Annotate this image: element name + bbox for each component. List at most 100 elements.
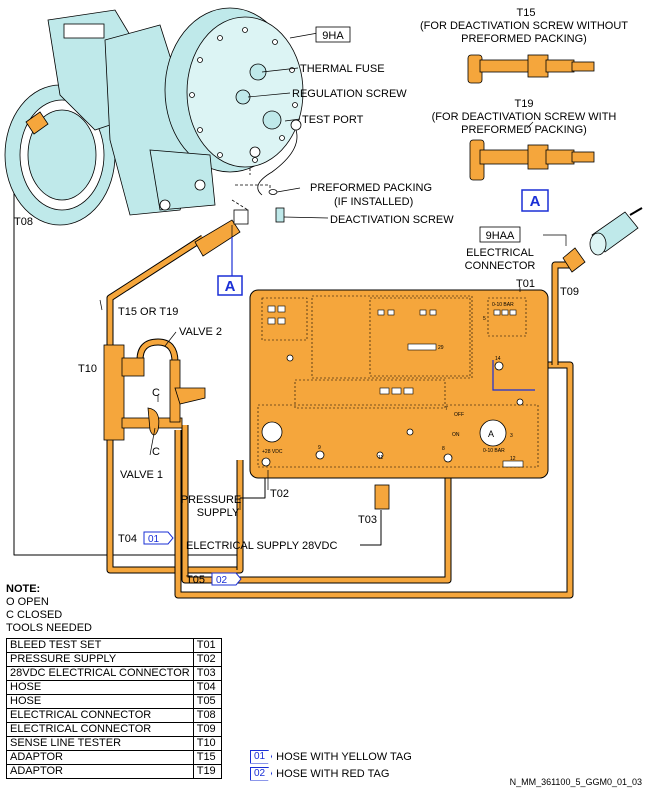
t02-label: T02 — [270, 488, 289, 500]
tag2-label: 02 — [216, 575, 228, 586]
tool-code: T04 — [192, 680, 222, 695]
pressure-supply-label-1: PRESSURE — [181, 494, 242, 506]
tool-code: T03 — [192, 666, 222, 681]
preformed-packing-note: (IF INSTALLED) — [334, 196, 413, 208]
valve2-label: VALVE 2 — [179, 326, 222, 338]
legend-tag: 02 — [250, 766, 273, 781]
table-row: 28VDC ELECTRICAL CONNECTOR T03 — [6, 666, 222, 681]
ref-box-9haa: 9HAA — [479, 226, 521, 243]
tool-name: ADAPTOR — [6, 750, 194, 765]
tool-name: HOSE — [6, 694, 194, 709]
elec-supply-label: ELECTRICAL SUPPLY 28VDC — [186, 540, 337, 552]
t10-label: T10 — [78, 363, 97, 375]
t03-label: T03 — [358, 514, 377, 526]
thermal-fuse-label: THERMAL FUSE — [300, 63, 385, 75]
tool-code: T05 — [192, 694, 222, 709]
sense-line-tester — [103, 338, 206, 441]
callouts: THERMAL FUSE REGULATION SCREW TEST PORT … — [14, 7, 628, 586]
conn-ref-label: 9HAA — [486, 230, 515, 242]
panel-n14: 14 — [495, 356, 501, 362]
legend-row: 02 HOSE WITH RED TAG — [250, 765, 412, 782]
drawing-reference: N_MM_361100_5_GGM0_01_03 — [509, 777, 642, 787]
tool-code: T10 — [192, 736, 222, 751]
detail-a-label-top: A — [530, 193, 541, 210]
test-port-label: TEST PORT — [302, 114, 364, 126]
tool-code: T15 — [192, 750, 222, 765]
panel-n3: 3 — [510, 433, 513, 439]
t01-label: T01 — [516, 278, 535, 290]
ref-box-9ha: 9HA — [315, 26, 351, 43]
tools-table: BLEED TEST SET T01 PRESSURE SUPPLY T02 28V… — [6, 638, 222, 779]
tool-name: ELECTRICAL CONNECTOR — [6, 708, 194, 723]
bleed-test-set-panel: 0-10 BAR 0-10 BAR A OFF ON 7 8 9 11 12 1… — [249, 289, 549, 479]
adaptor-t15 — [467, 54, 595, 84]
compressor-unit — [4, 7, 304, 226]
table-row: ADAPTOR T15 — [6, 750, 222, 765]
panel-n9: 9 — [318, 445, 321, 451]
legend-text: HOSE WITH YELLOW TAG — [276, 750, 412, 763]
preformed-packing-label: PREFORMED PACKING — [310, 182, 432, 194]
panel-n11: 11 — [378, 455, 383, 461]
panel-n12: 12 — [510, 456, 516, 462]
tool-code: T19 — [192, 764, 222, 779]
panel-28vdc: +28 VDC — [262, 449, 283, 455]
t15-desc-1: (FOR DEACTIVATION SCREW WITHOUT — [420, 20, 628, 32]
detail-a-box-left: A — [217, 275, 243, 296]
elec-conn-label-2: CONNECTOR — [465, 260, 536, 272]
t19-desc-2: PREFORMED PACKING) — [461, 124, 587, 136]
t03-connector — [374, 484, 390, 510]
notes-title: NOTE: — [6, 583, 41, 595]
hose-tag-legend: 01 HOSE WITH YELLOW TAG 02 HOSE WITH RED… — [250, 748, 412, 782]
panel-off: OFF — [454, 412, 464, 418]
pressure-supply-label-2: SUPPLY — [197, 507, 240, 519]
hoses — [13, 130, 574, 599]
table-row: PRESSURE SUPPLY T02 — [6, 652, 222, 667]
diagram-tag-02: 02 — [211, 572, 242, 586]
tool-name: ELECTRICAL CONNECTOR — [6, 722, 194, 737]
t05-label: T05 — [186, 574, 205, 586]
deactivation-screw-label: DEACTIVATION SCREW — [330, 214, 454, 226]
detail-a-box-top: A — [521, 189, 549, 212]
legend-text: HOSE WITH RED TAG — [276, 767, 390, 780]
t04-label: T04 — [118, 533, 137, 545]
table-row: ADAPTOR T19 — [6, 764, 222, 779]
table-row: HOSE T05 — [6, 694, 222, 709]
tool-name: SENSE LINE TESTER — [6, 736, 194, 751]
regulation-screw-label: REGULATION SCREW — [292, 88, 407, 100]
tool-code: T08 — [192, 708, 222, 723]
tag1-label: 01 — [148, 534, 160, 545]
comp-ref-label: 9HA — [322, 30, 344, 42]
valve1-label: VALVE 1 — [120, 469, 163, 481]
panel-range-1: 0-10 BAR — [492, 302, 514, 308]
tool-name: BLEED TEST SET — [6, 638, 194, 653]
panel-labels: 0-10 BAR 0-10 BAR A OFF ON 7 8 9 11 12 1… — [262, 302, 516, 462]
valve1-closed-label: C — [152, 446, 160, 458]
tool-code: T01 — [192, 638, 222, 653]
legend-row: 01 HOSE WITH YELLOW TAG — [250, 748, 412, 765]
legend-tag: 01 — [250, 749, 273, 764]
panel-n8: 8 — [442, 446, 445, 452]
valve2-closed-label: C — [152, 387, 160, 399]
electrical-connector-9haa — [562, 207, 643, 273]
tool-code: T02 — [192, 652, 222, 667]
tool-name: HOSE — [6, 680, 194, 695]
panel-n29: 29 — [438, 345, 444, 351]
elec-conn-label-1: ELECTRICAL — [466, 247, 534, 259]
panel-on: ON — [452, 432, 460, 438]
table-row: HOSE T04 — [6, 680, 222, 695]
t15-desc-2: PREFORMED PACKING) — [461, 33, 587, 45]
table-row: ELECTRICAL CONNECTOR T09 — [6, 722, 222, 737]
table-row: BLEED TEST SET T01 — [6, 638, 222, 653]
detail-a-label-left: A — [225, 278, 236, 295]
t19-desc-1: (FOR DEACTIVATION SCREW WITH — [432, 111, 617, 123]
diagram-tag-01: 01 — [143, 531, 174, 545]
tool-name: PRESSURE SUPPLY — [6, 652, 194, 667]
t09-label: T09 — [560, 286, 579, 298]
detail-a-lines — [231, 237, 535, 391]
t15-or-t19-label: T15 OR T19 — [118, 306, 178, 318]
panel-n5: 5 — [483, 316, 486, 322]
t08-connector — [25, 111, 49, 135]
tools-needed-heading: TOOLS NEEDED — [6, 622, 92, 634]
adaptor-at-compressor — [194, 209, 249, 257]
